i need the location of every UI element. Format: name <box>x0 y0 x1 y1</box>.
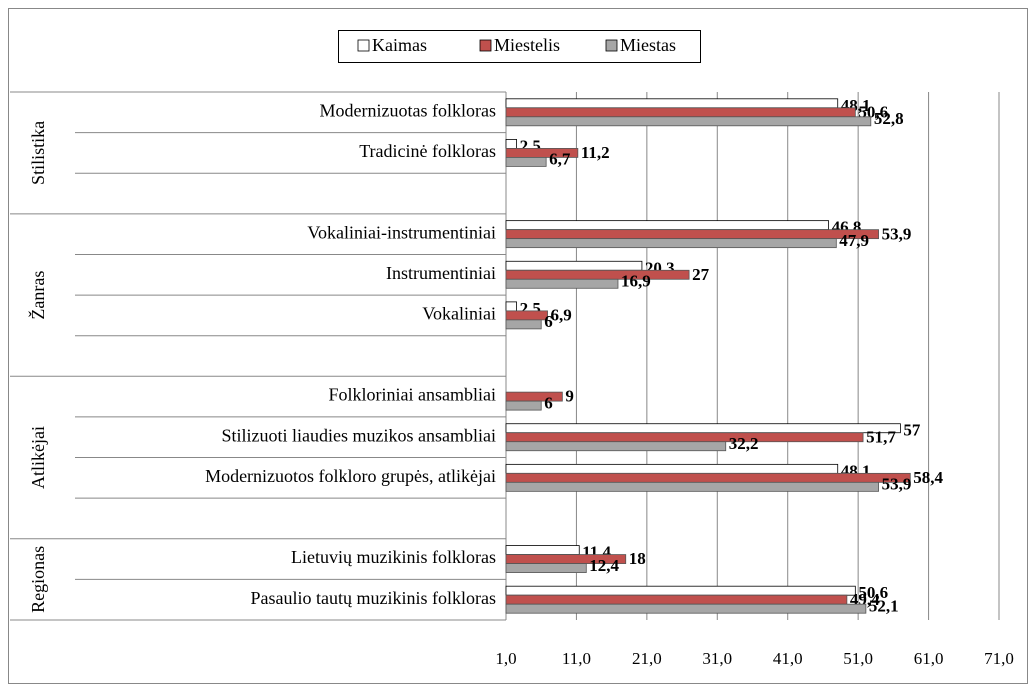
bar <box>505 432 864 443</box>
legend-swatch <box>479 39 492 52</box>
value-label: 52,8 <box>874 109 904 128</box>
value-label: 6,7 <box>549 150 571 169</box>
bar <box>505 400 542 411</box>
value-label: 12,4 <box>589 556 619 575</box>
x-tick-label: 31,0 <box>702 649 732 668</box>
value-label: 9 <box>565 387 574 406</box>
group-label: Atlikėjai <box>28 426 48 489</box>
bar <box>505 391 563 402</box>
group-label: Stilistika <box>28 121 48 185</box>
bar <box>505 585 856 596</box>
bar <box>505 481 879 492</box>
category-label: Pasaulio tautų muzikinis folkloras <box>251 588 496 608</box>
bar <box>505 139 517 149</box>
bar <box>505 472 911 483</box>
value-label: 6 <box>544 312 553 331</box>
bar <box>505 116 872 127</box>
value-label: 16,9 <box>621 271 651 290</box>
value-label: 27 <box>692 265 710 284</box>
bar <box>505 423 901 434</box>
value-label: 51,7 <box>866 427 896 446</box>
x-tick-label: 1,0 <box>495 649 516 668</box>
value-label: 6,9 <box>551 305 572 324</box>
x-tick-label: 11,0 <box>562 649 591 668</box>
value-label: 47,9 <box>839 231 869 250</box>
value-label: 18 <box>629 549 646 568</box>
bar <box>505 220 829 231</box>
bar <box>505 278 619 289</box>
value-label: 57 <box>903 421 921 440</box>
bar <box>505 441 727 452</box>
x-tick-label: 71,0 <box>984 649 1014 668</box>
value-label: 6 <box>544 393 553 412</box>
category-label: Vokaliniai-instrumentiniai <box>307 222 496 242</box>
bar <box>505 563 587 573</box>
category-label: Instrumentiniai <box>386 263 496 283</box>
category-label: Tradicinė folkloras <box>359 141 496 161</box>
value-label: 50,6 <box>858 583 888 602</box>
category-label: Lietuvių muzikinis folkloras <box>291 547 496 567</box>
legend-label: Miestelis <box>494 35 560 55</box>
legend-swatch <box>605 39 618 52</box>
bar <box>505 238 837 249</box>
legend-label: Kaimas <box>372 35 427 55</box>
value-label: 53,9 <box>882 475 912 494</box>
value-label: 52,1 <box>869 596 899 615</box>
x-tick-label: 51,0 <box>843 649 873 668</box>
category-label: Vokaliniai <box>422 304 496 324</box>
bar <box>505 594 848 605</box>
bar <box>505 157 547 167</box>
bar <box>505 603 867 614</box>
legend-swatch <box>357 39 370 52</box>
bar <box>505 229 879 240</box>
value-label: 53,9 <box>882 224 912 243</box>
category-label: Modernizuotos folkloro grupės, atlikėjai <box>205 466 496 486</box>
bar <box>505 269 690 280</box>
x-tick-label: 41,0 <box>773 649 803 668</box>
category-label: Stilizuoti liaudies muzikos ansambliai <box>222 425 496 445</box>
x-tick-label: 21,0 <box>632 649 662 668</box>
bar <box>505 260 643 271</box>
bar <box>505 463 839 474</box>
bar <box>505 545 580 555</box>
bar <box>505 319 542 330</box>
value-label: 58,4 <box>913 468 943 487</box>
x-tick-label: 61,0 <box>914 649 944 668</box>
category-label: Folkloriniai ansambliai <box>329 385 496 405</box>
value-label: 11,2 <box>581 143 610 162</box>
group-label: Žanras <box>27 271 48 320</box>
legend-label: Miestas <box>620 35 676 55</box>
bar <box>505 98 839 109</box>
group-label: Regionas <box>28 546 48 613</box>
bar <box>505 310 548 321</box>
category-label: Modernizuotas folkloras <box>320 100 496 120</box>
legend-frame <box>338 30 701 63</box>
bar <box>505 107 856 118</box>
value-label: 32,2 <box>729 434 759 453</box>
bar <box>505 301 517 312</box>
